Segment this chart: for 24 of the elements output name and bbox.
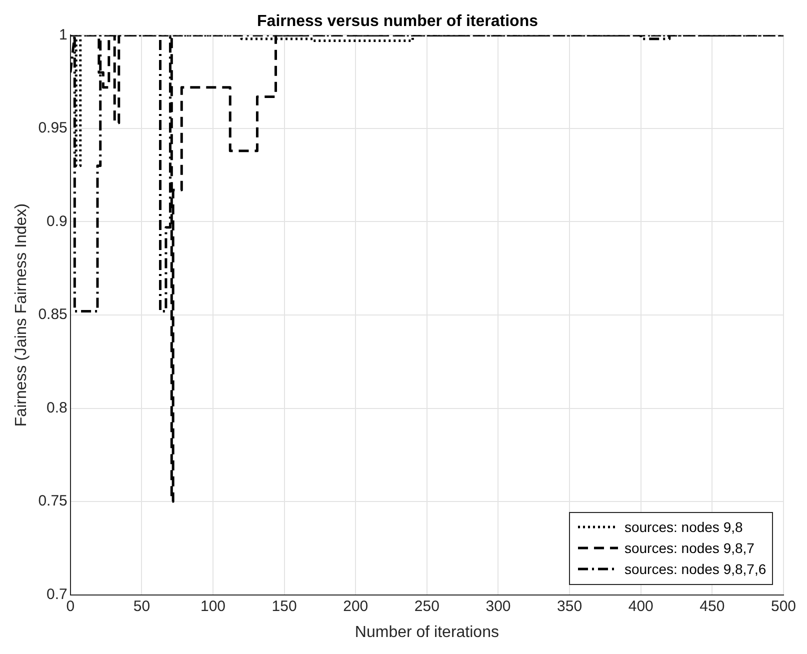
x-tick-label: 500 [770, 598, 796, 615]
x-axis-title: Number of iterations [354, 624, 499, 641]
y-tick-label: 1 [59, 26, 68, 44]
x-tick-label: 50 [133, 598, 150, 615]
y-tick-label: 0.75 [38, 492, 68, 510]
y-tick-label: 0.7 [46, 586, 68, 603]
y-tick-label: 0.85 [38, 306, 68, 324]
x-tick-label: 250 [414, 598, 440, 615]
legend-label: sources: nodes 9,8,7,6 [624, 560, 766, 579]
x-tick-label: 0 [66, 598, 75, 615]
y-tick-label: 0.95 [38, 120, 68, 137]
y-tick-label: 0.8 [46, 399, 68, 416]
x-tick-label: 150 [272, 598, 297, 615]
x-tick-label: 300 [486, 598, 511, 615]
x-tick-label: 100 [200, 598, 226, 615]
y-axis-title: Fairness (Jains Fairness Index) [13, 203, 30, 427]
x-tick-label: 450 [700, 598, 725, 615]
legend-label: sources: nodes 9,8 [624, 518, 743, 537]
x-tick-label: 400 [628, 598, 654, 615]
legend-label: sources: nodes 9,8,7 [624, 538, 754, 558]
y-tick-label: 0.9 [46, 212, 68, 230]
x-tick-label: 200 [343, 598, 368, 615]
x-tick-label: 350 [557, 598, 582, 615]
chart-title: Fairness versus number of iterations [257, 13, 538, 30]
